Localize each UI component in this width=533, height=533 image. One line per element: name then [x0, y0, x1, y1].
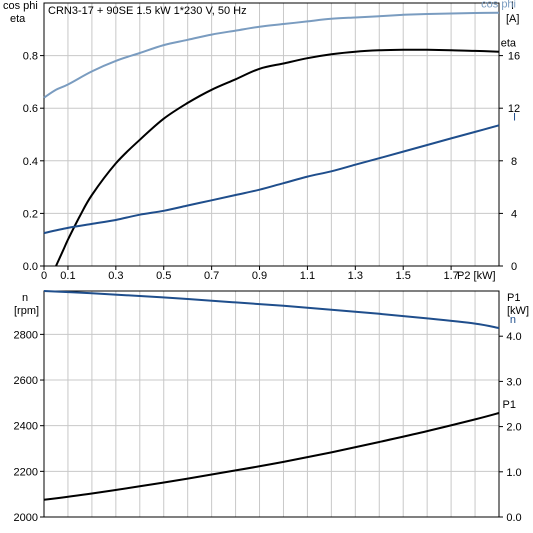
top-left-axis-label-2: eta: [10, 13, 26, 25]
top-series: cos phi eta I: [43, 0, 517, 267]
bottom-grid: [44, 291, 499, 517]
series-label-i: I: [513, 111, 516, 123]
right-tick-label: 3.0: [506, 376, 521, 388]
chart-header: CRN3-17 + 90SE 1.5 kW 1*230 V, 50 Hz: [48, 5, 247, 17]
series-line-p1: [43, 412, 500, 501]
left-tick-label: 2600: [14, 375, 38, 387]
bottom-panel: n [rpm] P1 [kW] 2000 2200 2400 2600 2800 0.0…: [14, 290, 529, 524]
top-x-tick-labels: 0 0.1 0.3 0.5 0.7 0.9 1.1 1.3 1.5 1.7: [41, 266, 459, 282]
x-tick-label: 1.7: [443, 270, 458, 282]
right-tick-label: 2.0: [506, 422, 521, 434]
bottom-plot-frame: [43, 290, 500, 518]
right-tick-label: 12: [508, 103, 520, 115]
right-tick-label: 4.0: [506, 331, 521, 343]
x-tick-label: 0.1: [60, 270, 75, 282]
x-tick-label: 0.3: [108, 270, 123, 282]
top-right-axis-label-2: [A]: [506, 13, 519, 25]
bottom-left-axis-label-1: n: [22, 292, 28, 304]
top-right-axis-label-1: I: [511, 0, 514, 12]
top-panel: CRN3-17 + 90SE 1.5 kW 1*230 V, 50 Hz cos…: [3, 0, 520, 282]
right-tick-label: 4: [511, 208, 517, 220]
x-tick-label: 1.5: [396, 270, 411, 282]
bottom-left-axis-label-2: [rpm]: [14, 305, 39, 317]
right-tick-label: 0.0: [506, 512, 521, 524]
series-line-eta: [55, 48, 500, 267]
top-grid: [44, 3, 499, 266]
left-tick-label: 0.4: [23, 156, 38, 168]
left-tick-label: 0.8: [23, 51, 38, 63]
left-tick-label: 2200: [14, 466, 38, 478]
top-right-tick-labels: 0 4 8 12 16: [499, 51, 520, 273]
right-tick-label: 16: [508, 51, 520, 63]
right-tick-label: 0: [511, 261, 517, 273]
x-tick-label: 0.9: [252, 270, 267, 282]
left-tick-label: 0.6: [23, 103, 38, 115]
x-axis-unit-label: P2 [kW]: [457, 270, 496, 282]
x-tick-label: 1.1: [300, 270, 315, 282]
x-tick-label: 0.5: [156, 270, 171, 282]
right-tick-label: 8: [511, 156, 517, 168]
right-tick-label: 1.0: [506, 467, 521, 479]
x-tick-label: 0.7: [204, 270, 219, 282]
series-label-n: n: [510, 314, 516, 326]
top-left-tick-labels: 0.0 0.2 0.4 0.6 0.8: [23, 51, 44, 273]
series-label-cos-phi: cos phi: [481, 0, 516, 11]
bottom-right-axis-label-2: [kW]: [507, 305, 529, 317]
bottom-series: n P1: [43, 290, 516, 501]
top-plot-frame: [43, 2, 500, 267]
left-tick-label: 2000: [14, 512, 38, 524]
bottom-left-tick-labels: 2000 2200 2400 2600 2800: [14, 329, 44, 524]
bottom-right-tick-labels: 0.0 1.0 2.0 3.0 4.0: [499, 331, 522, 524]
series-label-eta: eta: [501, 38, 517, 50]
bottom-right-axis-label-1: P1: [507, 292, 520, 304]
x-tick-label: 0: [41, 270, 47, 282]
series-line-n: [43, 290, 500, 329]
series-label-p1: P1: [503, 399, 516, 411]
left-tick-label: 2400: [14, 421, 38, 433]
left-tick-label: 0.0: [23, 261, 38, 273]
series-line-i: [43, 124, 500, 235]
x-tick-label: 1.3: [348, 270, 363, 282]
top-left-axis-label-1: cos phi: [3, 0, 38, 12]
series-line-cos-phi: [43, 11, 500, 99]
left-tick-label: 2800: [14, 329, 38, 341]
left-tick-label: 0.2: [23, 208, 38, 220]
